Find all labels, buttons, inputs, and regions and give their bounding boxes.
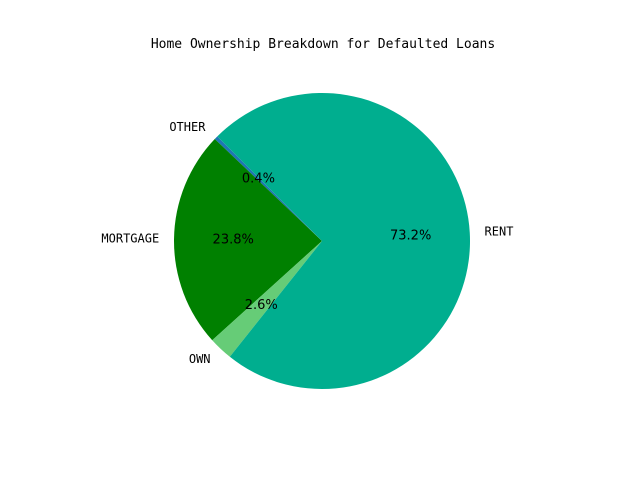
pct-label-other: 0.4% — [242, 172, 275, 187]
slice-label-rent: RENT — [485, 224, 514, 238]
pct-label-mortgage: 23.8% — [213, 232, 254, 247]
pie-labels: OTHER 0.4% MORTGAGE 23.8% OWN 2.6% RENT 73.2% — [101, 120, 513, 366]
pct-label-rent: 73.2% — [390, 228, 431, 243]
pie-slice-mortgage — [173, 139, 322, 341]
pie-slices — [173, 92, 471, 389]
pie-slice-other — [214, 136, 322, 241]
slice-label-other: OTHER — [169, 120, 206, 134]
slice-label-own: OWN — [189, 352, 211, 366]
chart-title: Home Ownership Breakdown for Defaulted L… — [151, 37, 495, 52]
pct-label-own: 2.6% — [245, 298, 278, 313]
pie-slice-rent — [217, 92, 471, 389]
pie-slice-own — [212, 241, 322, 357]
slice-label-mortgage: MORTGAGE — [101, 231, 159, 245]
